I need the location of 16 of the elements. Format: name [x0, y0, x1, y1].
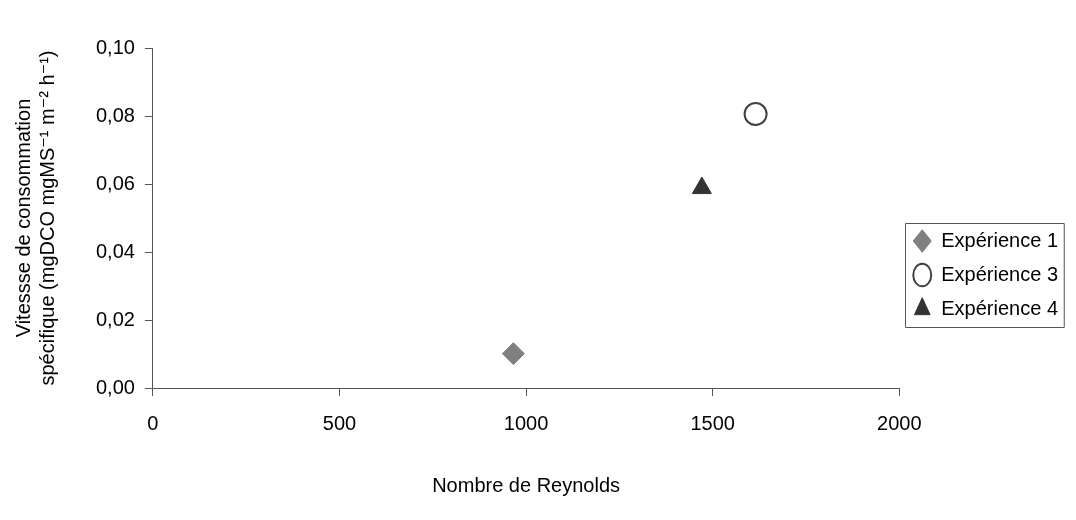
y-tick-label: 0,08 [95, 103, 135, 126]
x-tick-label: 1000 [503, 411, 549, 434]
y-tick-label: 0,06 [95, 171, 135, 194]
legend-label: Expérience 4 [941, 296, 1059, 319]
x-tick-label: 1500 [690, 411, 735, 434]
x-tick-label: 2000 [877, 411, 922, 434]
y-tick-label: 0,10 [95, 35, 135, 58]
x-tick-label: 0 [147, 411, 159, 434]
legend-label: Expérience 3 [941, 262, 1059, 285]
y-tick-label: 0,00 [95, 375, 135, 398]
x-tick-label: 500 [322, 411, 357, 434]
x-axis-title: Nombre de Reynolds [432, 473, 621, 496]
y-tick-label: 0,04 [95, 239, 135, 262]
y-tick-label: 0,02 [95, 307, 135, 330]
legend-label: Expérience 1 [941, 228, 1059, 251]
y-axis-title: Vitessse de consommation spécifique (mgDCO mgMS⁻¹ m⁻² h⁻¹) [11, 50, 58, 386]
